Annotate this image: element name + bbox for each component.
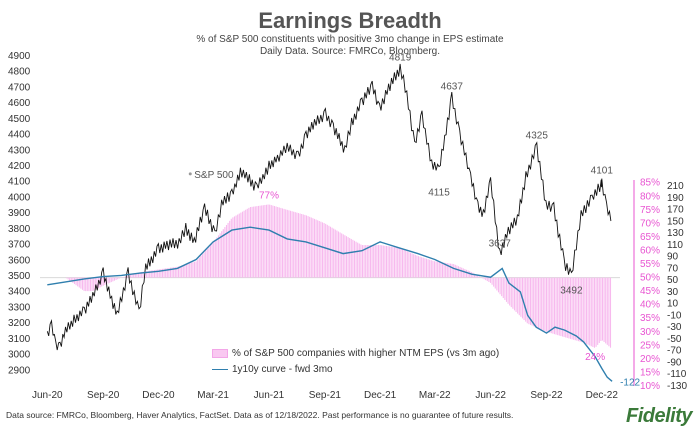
x-axis-tick-label: Jun-20: [32, 390, 63, 401]
right-bp-axis-tick-label: 70: [667, 263, 679, 274]
right-bp-axis-tick-label: 50: [667, 275, 679, 286]
fidelity-logo: Fidelity: [625, 405, 693, 427]
right-bp-axis-tick-label: 90: [667, 252, 679, 263]
left-axis-tick-label: 4600: [8, 98, 31, 109]
chart-subtitle-source: Daily Data. Source: FMRCo, Bloomberg.: [259, 46, 441, 57]
left-axis-tick-label: 4100: [8, 177, 31, 188]
legend-item-eps: % of S&P 500 companies with higher NTM E…: [212, 345, 499, 361]
spx-line: [46, 63, 612, 351]
right-pct-axis-tick-label: 45%: [640, 286, 660, 297]
right-pct-axis-tick-label: 25%: [640, 340, 660, 351]
right-bp-axis-tick-label: -110: [667, 369, 687, 380]
right-bp-axis-tick-label: 170: [667, 205, 684, 216]
right-bp-axis-tick-label: -30: [667, 322, 682, 333]
left-axis-tick-label: 3600: [8, 255, 31, 266]
x-axis-tick-label: Jun-21: [254, 390, 285, 401]
left-axis-tick-label: 4700: [8, 82, 31, 93]
right-bp-axis-tick-label: -90: [667, 357, 682, 368]
left-axis-tick-label: 3800: [8, 224, 31, 235]
chart-annotation: 4115: [428, 187, 450, 198]
left-axis-tick-label: 4300: [8, 145, 31, 156]
legend-label-curve: 1y10y curve - fwd 3mo: [232, 363, 333, 375]
right-pct-axis-tick-label: 75%: [640, 205, 660, 216]
left-axis-tick-label: 2900: [8, 365, 31, 376]
footer-source: Data source: FMRCo, Bloomberg, Haver Ana…: [6, 410, 514, 420]
right-pct-axis-tick-label: 20%: [640, 354, 660, 365]
left-axis-tick-label: 3400: [8, 287, 31, 298]
left-axis-tick-label: 3200: [8, 318, 31, 329]
chart-legend: % of S&P 500 companies with higher NTM E…: [212, 345, 499, 377]
right-pct-axis-tick-label: 65%: [640, 232, 660, 243]
x-axis-tick-label: Mar-22: [419, 390, 451, 401]
left-axis-tick-label: 4500: [8, 114, 31, 125]
right-pct-axis-tick-label: 85%: [640, 178, 660, 189]
right-bp-axis-tick-label: 190: [667, 193, 684, 204]
legend-label-eps: % of S&P 500 companies with higher NTM E…: [232, 347, 500, 359]
right-bp-axis-tick-label: -50: [667, 334, 682, 345]
legend-item-curve: 1y10y curve - fwd 3mo: [212, 361, 499, 377]
spx-label-marker: [188, 172, 192, 176]
right-pct-axis-tick-label: 55%: [640, 259, 660, 270]
right-pct-axis-tick-label: 35%: [640, 313, 660, 324]
eps-breadth-bars: [65, 204, 612, 348]
right-bp-axis-tick-label: 210: [667, 181, 684, 192]
right-pct-axis-tick-label: 80%: [640, 191, 660, 202]
right-bp-axis-tick-label: 30: [667, 287, 679, 298]
chart-annotation: 4325: [526, 130, 549, 141]
right-pct-axis-tick-label: 15%: [640, 367, 660, 378]
left-axis-tick-label: 3100: [8, 334, 31, 345]
right-pct-axis-tick-label: 30%: [640, 327, 660, 338]
chart-annotation: 4637: [441, 81, 464, 92]
left-axis-tick-label: 4900: [8, 51, 31, 62]
left-axis-tick-label: 3900: [8, 208, 31, 219]
left-axis-tick-label: 4800: [8, 67, 31, 78]
chart-title: Earnings Breadth: [258, 8, 442, 33]
x-axis-tick-label: Dec-21: [364, 390, 397, 401]
legend-swatch-curve: [212, 368, 228, 370]
chart-annotation: 77%: [259, 190, 279, 201]
right-bp-axis-tick-label: -70: [667, 346, 682, 357]
x-axis-tick-label: Dec-20: [142, 390, 175, 401]
left-axis-tick-label: 3000: [8, 350, 31, 361]
x-axis-tick-label: Jun-22: [475, 390, 506, 401]
x-axis-tick-label: Sep-22: [530, 390, 563, 401]
chart-annotation: S&P 500: [194, 170, 234, 181]
x-axis-tick-label: Sep-21: [309, 390, 342, 401]
right-bp-axis-tick-label: 130: [667, 228, 684, 239]
right-bp-axis-tick-label: -130: [667, 381, 687, 392]
right-bp-axis-tick-label: 10: [667, 299, 679, 310]
right-pct-axis-tick-label: 40%: [640, 300, 660, 311]
x-axis-tick-label: Mar-21: [197, 390, 229, 401]
chart-subtitle: % of S&P 500 constituents with positive …: [196, 34, 504, 45]
left-axis-tick-label: 3500: [8, 271, 31, 282]
left-axis-tick-label: 4200: [8, 161, 31, 172]
legend-swatch-eps: [212, 348, 228, 358]
right-bp-axis-tick-label: -10: [667, 310, 682, 321]
x-axis-tick-label: Sep-20: [87, 390, 120, 401]
right-bp-axis-tick-label: 110: [667, 240, 683, 251]
chart-annotation: 4819: [389, 53, 412, 64]
right-pct-axis-tick-label: 50%: [640, 273, 660, 284]
left-axis-tick-label: 4400: [8, 130, 31, 141]
chart-annotation: 4101: [591, 166, 614, 177]
chart-annotation: 24%: [585, 352, 605, 363]
chart-annotation: -122: [620, 377, 640, 388]
x-axis-tick-label: Dec-22: [586, 390, 619, 401]
yield-curve-line: [47, 226, 613, 382]
chart-annotation: 3492: [560, 285, 583, 296]
chart-annotation: 3637: [489, 238, 512, 249]
left-axis-tick-label: 4000: [8, 192, 31, 203]
right-pct-axis-tick-label: 60%: [640, 245, 660, 256]
left-axis-tick-label: 3300: [8, 302, 31, 313]
right-bp-axis-tick-label: 150: [667, 216, 684, 227]
right-pct-axis-tick-label: 70%: [640, 218, 660, 229]
left-axis-tick-label: 3700: [8, 240, 31, 251]
right-pct-axis-tick-label: 10%: [640, 381, 660, 392]
